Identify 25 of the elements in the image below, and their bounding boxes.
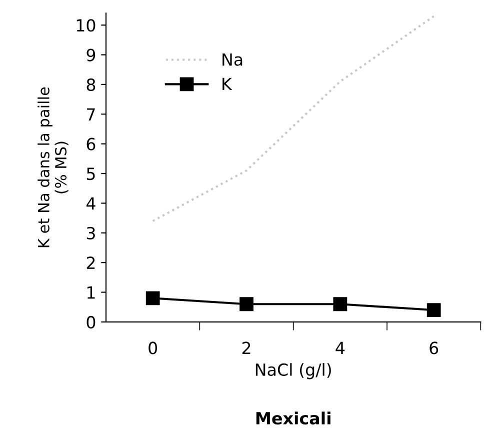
legend-label: K (222, 78, 232, 90)
x-axis-title: NaCl (g/l) (256, 363, 331, 380)
y-tick-label: 5 (86, 168, 95, 180)
y-tick-label: 0 (86, 316, 96, 328)
y-tick-label: 6 (86, 138, 96, 150)
x-tick-label: 0 (148, 342, 158, 354)
line-series (152, 15, 435, 222)
text: Mexicali (256, 412, 330, 425)
point (240, 297, 254, 312)
point (426, 303, 441, 317)
y-axis-title: K et Na dans la paille (% MS) (38, 87, 68, 248)
y-tick-label: 10 (76, 19, 96, 32)
x-tick-label: 2 (242, 342, 250, 354)
y-tick-label: 4 (86, 197, 96, 210)
legend-label: Na (222, 53, 242, 66)
x-tick-label: 6 (430, 342, 438, 354)
x-tick-label: 4 (336, 342, 345, 354)
y-tick-label: 3 (86, 226, 95, 240)
y-tick-label: 2 (86, 256, 95, 269)
point (333, 297, 348, 312)
y-tick-label: 7 (87, 108, 95, 120)
y-tick-label: 9 (86, 48, 96, 62)
point (146, 291, 160, 306)
y-tick-label: 1 (88, 286, 95, 299)
y-tick-label: 8 (86, 78, 96, 92)
